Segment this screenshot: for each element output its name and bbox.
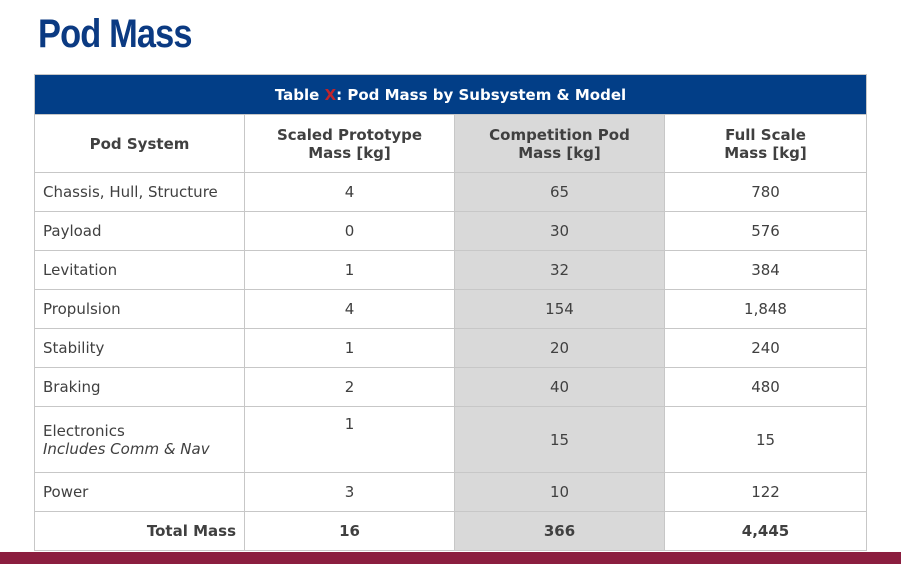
row-system: Power — [34, 472, 245, 512]
row-competition-mass: 10 — [454, 472, 665, 512]
row-system: Propulsion — [34, 289, 245, 329]
page-title: Pod Mass — [38, 12, 193, 56]
table-caption: Table X: Pod Mass by Subsystem & Model — [33, 74, 868, 115]
pod-mass-table: Table X: Pod Mass by Subsystem & Model P… — [33, 74, 868, 551]
caption-prefix: Table — [274, 85, 325, 104]
header-pod-system: Pod System — [34, 114, 245, 173]
row-competition-mass: 15 — [454, 406, 665, 473]
row-competition-mass: 40 — [454, 367, 665, 407]
total-full-mass: 4,445 — [663, 511, 868, 551]
row-system: Payload — [34, 211, 245, 251]
row-prototype-mass: 3 — [244, 472, 455, 512]
table-header-row: Pod System Scaled Prototype Mass [kg] Com… — [34, 114, 868, 173]
row-full-mass: 384 — [663, 250, 868, 290]
row-prototype-mass: 1 — [244, 328, 455, 368]
row-system-note: Includes Comm & Nav — [43, 439, 210, 458]
row-prototype-mass: 1 — [244, 250, 455, 290]
row-system: Electronics Includes Comm & Nav — [34, 406, 245, 473]
row-competition-mass: 30 — [454, 211, 665, 251]
table-row: Electronics Includes Comm & Nav 1 15 15 — [34, 406, 868, 473]
table-row: Braking 2 40 480 — [34, 367, 868, 407]
caption-suffix: : Pod Mass by Subsystem & Model — [336, 85, 627, 104]
row-competition-mass: 32 — [454, 250, 665, 290]
header-full-scale: Full Scale Mass [kg] — [663, 114, 868, 173]
row-full-mass: 780 — [663, 172, 868, 212]
row-prototype-mass: 1 — [244, 406, 455, 473]
row-competition-mass: 154 — [454, 289, 665, 329]
header-scaled-prototype: Scaled Prototype Mass [kg] — [244, 114, 455, 173]
row-system: Levitation — [34, 250, 245, 290]
table-row: Power 3 10 122 — [34, 472, 868, 512]
table-row: Stability 1 20 240 — [34, 328, 868, 368]
row-system-label: Electronics — [43, 421, 125, 440]
caption-mark: X — [324, 85, 337, 104]
row-competition-mass: 20 — [454, 328, 665, 368]
row-system: Stability — [34, 328, 245, 368]
row-system: Chassis, Hull, Structure — [34, 172, 245, 212]
footer-bar — [0, 552, 901, 564]
row-prototype-mass: 0 — [244, 211, 455, 251]
total-label: Total Mass — [34, 511, 245, 551]
total-prototype-mass: 16 — [244, 511, 455, 551]
total-row: Total Mass 16 366 4,445 — [34, 511, 868, 551]
row-full-mass: 122 — [663, 472, 868, 512]
row-competition-mass: 65 — [454, 172, 665, 212]
row-prototype-mass: 4 — [244, 289, 455, 329]
row-prototype-mass: 4 — [244, 172, 455, 212]
table-row: Propulsion 4 154 1,848 — [34, 289, 868, 329]
row-full-mass: 576 — [663, 211, 868, 251]
table-row: Levitation 1 32 384 — [34, 250, 868, 290]
row-full-mass: 1,848 — [663, 289, 868, 329]
total-competition-mass: 366 — [454, 511, 665, 551]
row-full-mass: 480 — [663, 367, 868, 407]
table-row: Payload 0 30 576 — [34, 211, 868, 251]
header-competition-pod: Competition Pod Mass [kg] — [454, 114, 665, 173]
row-prototype-mass: 2 — [244, 367, 455, 407]
row-full-mass: 240 — [663, 328, 868, 368]
row-full-mass: 15 — [663, 406, 868, 473]
table-caption-row: Table X: Pod Mass by Subsystem & Model — [33, 74, 868, 115]
row-system: Braking — [34, 367, 245, 407]
table-row: Chassis, Hull, Structure 4 65 780 — [34, 172, 868, 212]
